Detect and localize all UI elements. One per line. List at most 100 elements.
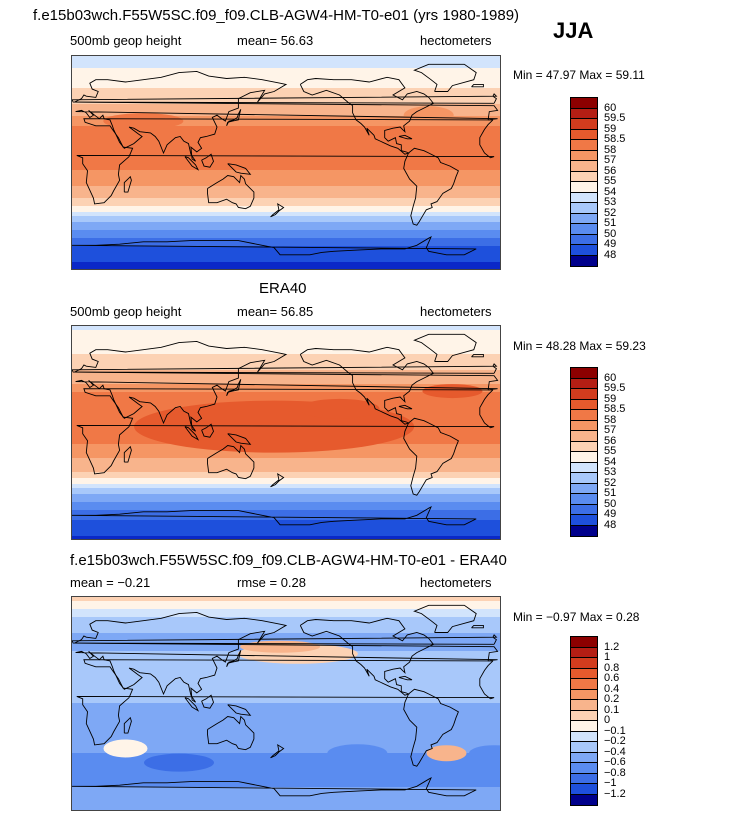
- field-band: [72, 108, 500, 111]
- field-band: [72, 116, 500, 119]
- field-band: [72, 172, 500, 175]
- field-band: [72, 526, 500, 529]
- field-band: [72, 480, 500, 483]
- coastline: [72, 93, 498, 104]
- field-band: [72, 717, 500, 720]
- field-band: [72, 771, 500, 774]
- field-band: [72, 358, 500, 361]
- field-band: [72, 78, 500, 81]
- field-band: [72, 629, 500, 632]
- field-band: [72, 677, 500, 680]
- coastline: [299, 346, 435, 425]
- colorbar-label: 58.5: [604, 403, 626, 415]
- field-band: [72, 729, 500, 732]
- field-band: [72, 709, 500, 712]
- field-band: [72, 332, 500, 335]
- field-band: [72, 260, 500, 263]
- field-band: [72, 625, 500, 628]
- field-band: [72, 753, 500, 756]
- field-band: [72, 705, 500, 708]
- field-band: [72, 464, 500, 467]
- field-band: [72, 512, 500, 515]
- field-band: [72, 76, 500, 79]
- field-band: [72, 168, 500, 171]
- coastline: [184, 156, 200, 171]
- colorbar-box: [571, 473, 597, 484]
- field-band: [72, 264, 500, 267]
- map-panel-2: [71, 325, 501, 540]
- field-band: [72, 667, 500, 670]
- field-band: [72, 494, 500, 497]
- coastline: [72, 506, 477, 526]
- field-band: [72, 803, 500, 806]
- field-band: [72, 356, 500, 359]
- field-band: [72, 232, 500, 235]
- field-band: [72, 342, 500, 345]
- colorbar-label: 51: [604, 217, 617, 229]
- field-band: [72, 761, 500, 764]
- field-band: [72, 120, 500, 123]
- colorbar-box: [571, 668, 597, 679]
- field-band: [72, 372, 500, 375]
- colorbar-box: [571, 647, 597, 658]
- field-band: [72, 693, 500, 696]
- field-anomaly: [166, 132, 406, 169]
- coastline: [207, 444, 255, 480]
- field-band: [72, 697, 500, 700]
- field-band: [72, 380, 500, 383]
- field-band: [72, 328, 500, 331]
- coastline: [413, 63, 477, 92]
- colorbar-3: [570, 636, 598, 806]
- field-band: [72, 534, 500, 537]
- field-band: [72, 679, 500, 682]
- field-band: [72, 178, 500, 181]
- colorbar-box: [571, 742, 597, 753]
- field-band: [72, 202, 500, 205]
- field-band: [72, 605, 500, 608]
- field-band: [72, 366, 500, 369]
- field-band: [72, 242, 500, 245]
- colorbar-label: 0: [604, 714, 611, 726]
- colorbar-label: −1: [604, 777, 617, 789]
- field-anomaly: [422, 384, 483, 399]
- colorbar-label: 48: [604, 518, 617, 531]
- field-band: [72, 681, 500, 684]
- coastline: [76, 118, 495, 205]
- colorbar-label: 57: [604, 424, 617, 436]
- field-band: [72, 238, 500, 241]
- field-band: [72, 538, 500, 539]
- field-band: [72, 619, 500, 622]
- colorbar-label: 56: [604, 164, 617, 177]
- colorbar-box: [571, 245, 597, 256]
- field-band: [72, 715, 500, 718]
- coastline: [270, 743, 285, 759]
- field-band: [72, 713, 500, 716]
- field-band: [72, 100, 500, 103]
- field-band: [72, 763, 500, 766]
- coastline: [299, 617, 435, 696]
- coastline: [227, 163, 252, 175]
- colorbar-box: [571, 452, 597, 463]
- colorbar-label: 48: [604, 248, 617, 261]
- field-band: [72, 522, 500, 525]
- colorbar-box: [571, 399, 597, 410]
- field-band: [72, 458, 500, 461]
- colorbar-1: [570, 97, 598, 267]
- field-band: [72, 80, 500, 83]
- panel-1-units: hectometers: [420, 33, 492, 48]
- colorbar-label: 57: [604, 154, 617, 166]
- colorbar-label: −1.2: [604, 787, 626, 800]
- colorbar-box: [571, 410, 597, 421]
- field-band: [72, 228, 500, 231]
- colorbar-label: 58: [604, 143, 617, 156]
- field-band: [72, 354, 500, 357]
- colorbar-label: 59: [604, 392, 617, 405]
- coastline: [471, 353, 484, 358]
- field-band: [72, 699, 500, 702]
- colorbar-box: [571, 224, 597, 235]
- colorbar-box: [571, 710, 597, 721]
- field-band: [72, 707, 500, 710]
- field-band: [72, 194, 500, 197]
- panel-2-minmax: Min = 48.28 Max = 59.23: [513, 339, 646, 353]
- field-band: [72, 482, 500, 485]
